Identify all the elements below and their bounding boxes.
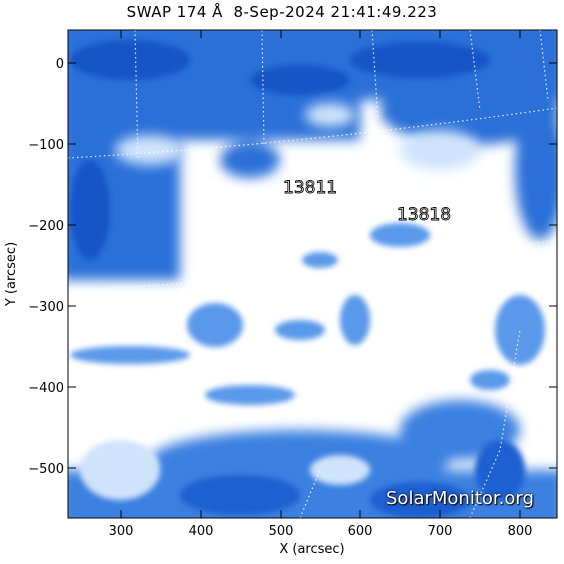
active-region-label: 13818: [397, 205, 451, 225]
euv-image: [68, 30, 557, 518]
y-axis-ticks: [68, 62, 557, 469]
x-tick-label: 600: [348, 524, 373, 539]
y-axis-title: Y (arcsec): [4, 242, 19, 307]
watermark-logo: SolarMonitor.org: [386, 488, 534, 509]
x-tick-label: 300: [109, 524, 134, 539]
y-tick-label: −200: [28, 219, 64, 234]
x-axis-title: X (arcsec): [279, 542, 344, 557]
plot-frame: [67, 29, 558, 519]
x-tick-label: 400: [189, 524, 214, 539]
x-tick-label: 500: [269, 524, 294, 539]
y-tick-label: −300: [28, 300, 64, 315]
x-tick-label: 800: [508, 524, 533, 539]
y-tick-label: −400: [28, 381, 64, 396]
active-region-label: 13811: [283, 178, 337, 198]
image-title: SWAP 174 Å 8-Sep-2024 21:41:49.223: [126, 3, 438, 21]
x-tick-label: 700: [428, 524, 453, 539]
y-tick-label: 0: [56, 57, 64, 72]
y-tick-label: −500: [28, 462, 64, 477]
x-axis-ticks: [120, 30, 521, 518]
y-tick-label: −100: [28, 138, 64, 153]
